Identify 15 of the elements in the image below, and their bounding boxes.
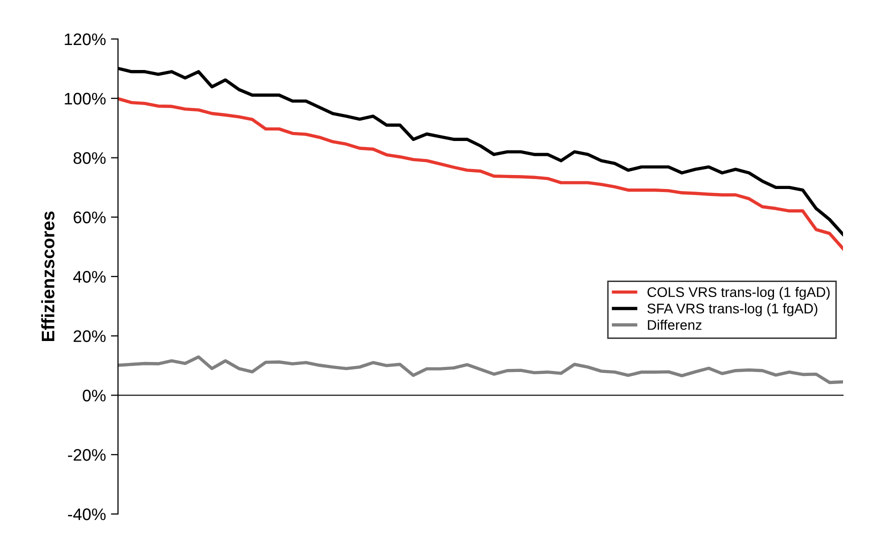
y-tick-label: 0% bbox=[82, 390, 106, 402]
y-tick-label: 100% bbox=[64, 92, 106, 105]
y-tick-label: 40% bbox=[73, 270, 106, 283]
y-tick-label: -20% bbox=[68, 449, 106, 461]
legend-label: SFA VRS trans-log (1 fgAD) bbox=[647, 303, 818, 316]
y-tick-label: 120% bbox=[64, 33, 106, 46]
y-tick-label: -40% bbox=[68, 508, 106, 520]
y-tick-label: 60% bbox=[74, 212, 106, 224]
line-series bbox=[118, 355, 843, 384]
y-axis-title: Effizienzscores bbox=[41, 212, 54, 342]
legend-label: Differenz bbox=[648, 320, 702, 330]
y-tick-label: 80% bbox=[74, 152, 106, 164]
line-series bbox=[118, 97, 843, 250]
y-tick-label: 20% bbox=[74, 330, 106, 342]
legend-label: COLS VRS trans-log (1 fgAD) bbox=[648, 286, 830, 300]
